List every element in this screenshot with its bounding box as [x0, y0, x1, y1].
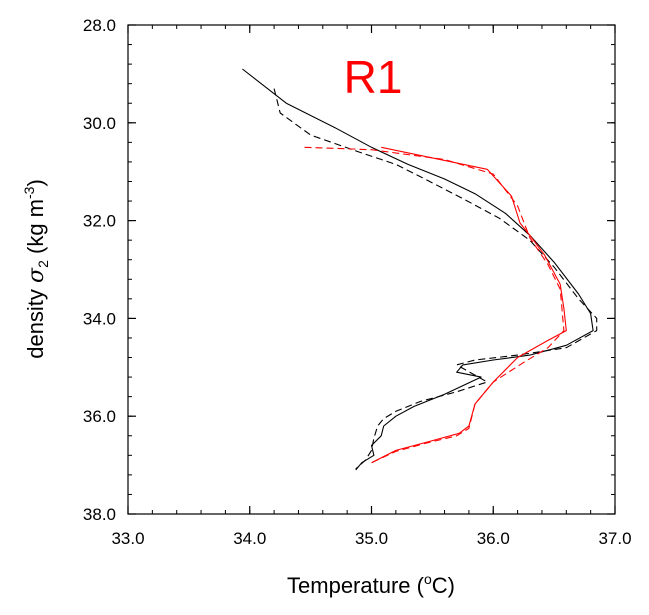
x-axis-title-sup: o — [424, 571, 432, 587]
y-tick-label: 30.0 — [83, 114, 116, 133]
y-axis-title: density σ2 (kg m-3) — [21, 179, 51, 359]
x-tick-labels: 33.0 34.0 35.0 36.0 37.0 — [111, 529, 631, 548]
y-tick-label: 34.0 — [83, 309, 116, 328]
y-tick-label: 36.0 — [83, 407, 116, 426]
x-tick-label: 35.0 — [355, 529, 388, 548]
x-tick-label: 37.0 — [598, 529, 631, 548]
x-axis-title-suffix: C) — [432, 573, 455, 598]
x-tick-label: 36.0 — [477, 529, 510, 548]
series-line-black-dashed — [273, 88, 598, 470]
y-tick-label: 32.0 — [83, 212, 116, 231]
panel-label: R1 — [344, 51, 403, 103]
y-tick-labels: 28.0 30.0 32.0 34.0 36.0 38.0 — [83, 16, 116, 524]
x-tick-label: 33.0 — [111, 529, 144, 548]
series-line-red-solid — [371, 146, 567, 464]
y-tick-label: 38.0 — [83, 505, 116, 524]
plot-frame — [127, 24, 616, 515]
y-tick-label: 28.0 — [83, 16, 116, 35]
y-axis-title-sigma: σ — [24, 267, 49, 283]
y-axis-title-prefix: density — [23, 283, 48, 359]
x-tick-label: 34.0 — [233, 529, 266, 548]
y-axis-title-sub: 2 — [35, 260, 51, 268]
series-line-red-dashed — [304, 146, 565, 464]
series-layer — [242, 68, 598, 471]
y-axis-title-sup: -3 — [21, 186, 37, 199]
y-axis-title-units-suffix: ) — [23, 179, 48, 186]
x-axis-title-prefix: Temperature ( — [287, 573, 425, 598]
x-axis-title: Temperature (oC) — [287, 571, 455, 598]
y-axis-title-units-prefix: (kg m — [23, 199, 48, 260]
minor-ticks — [127, 24, 616, 515]
